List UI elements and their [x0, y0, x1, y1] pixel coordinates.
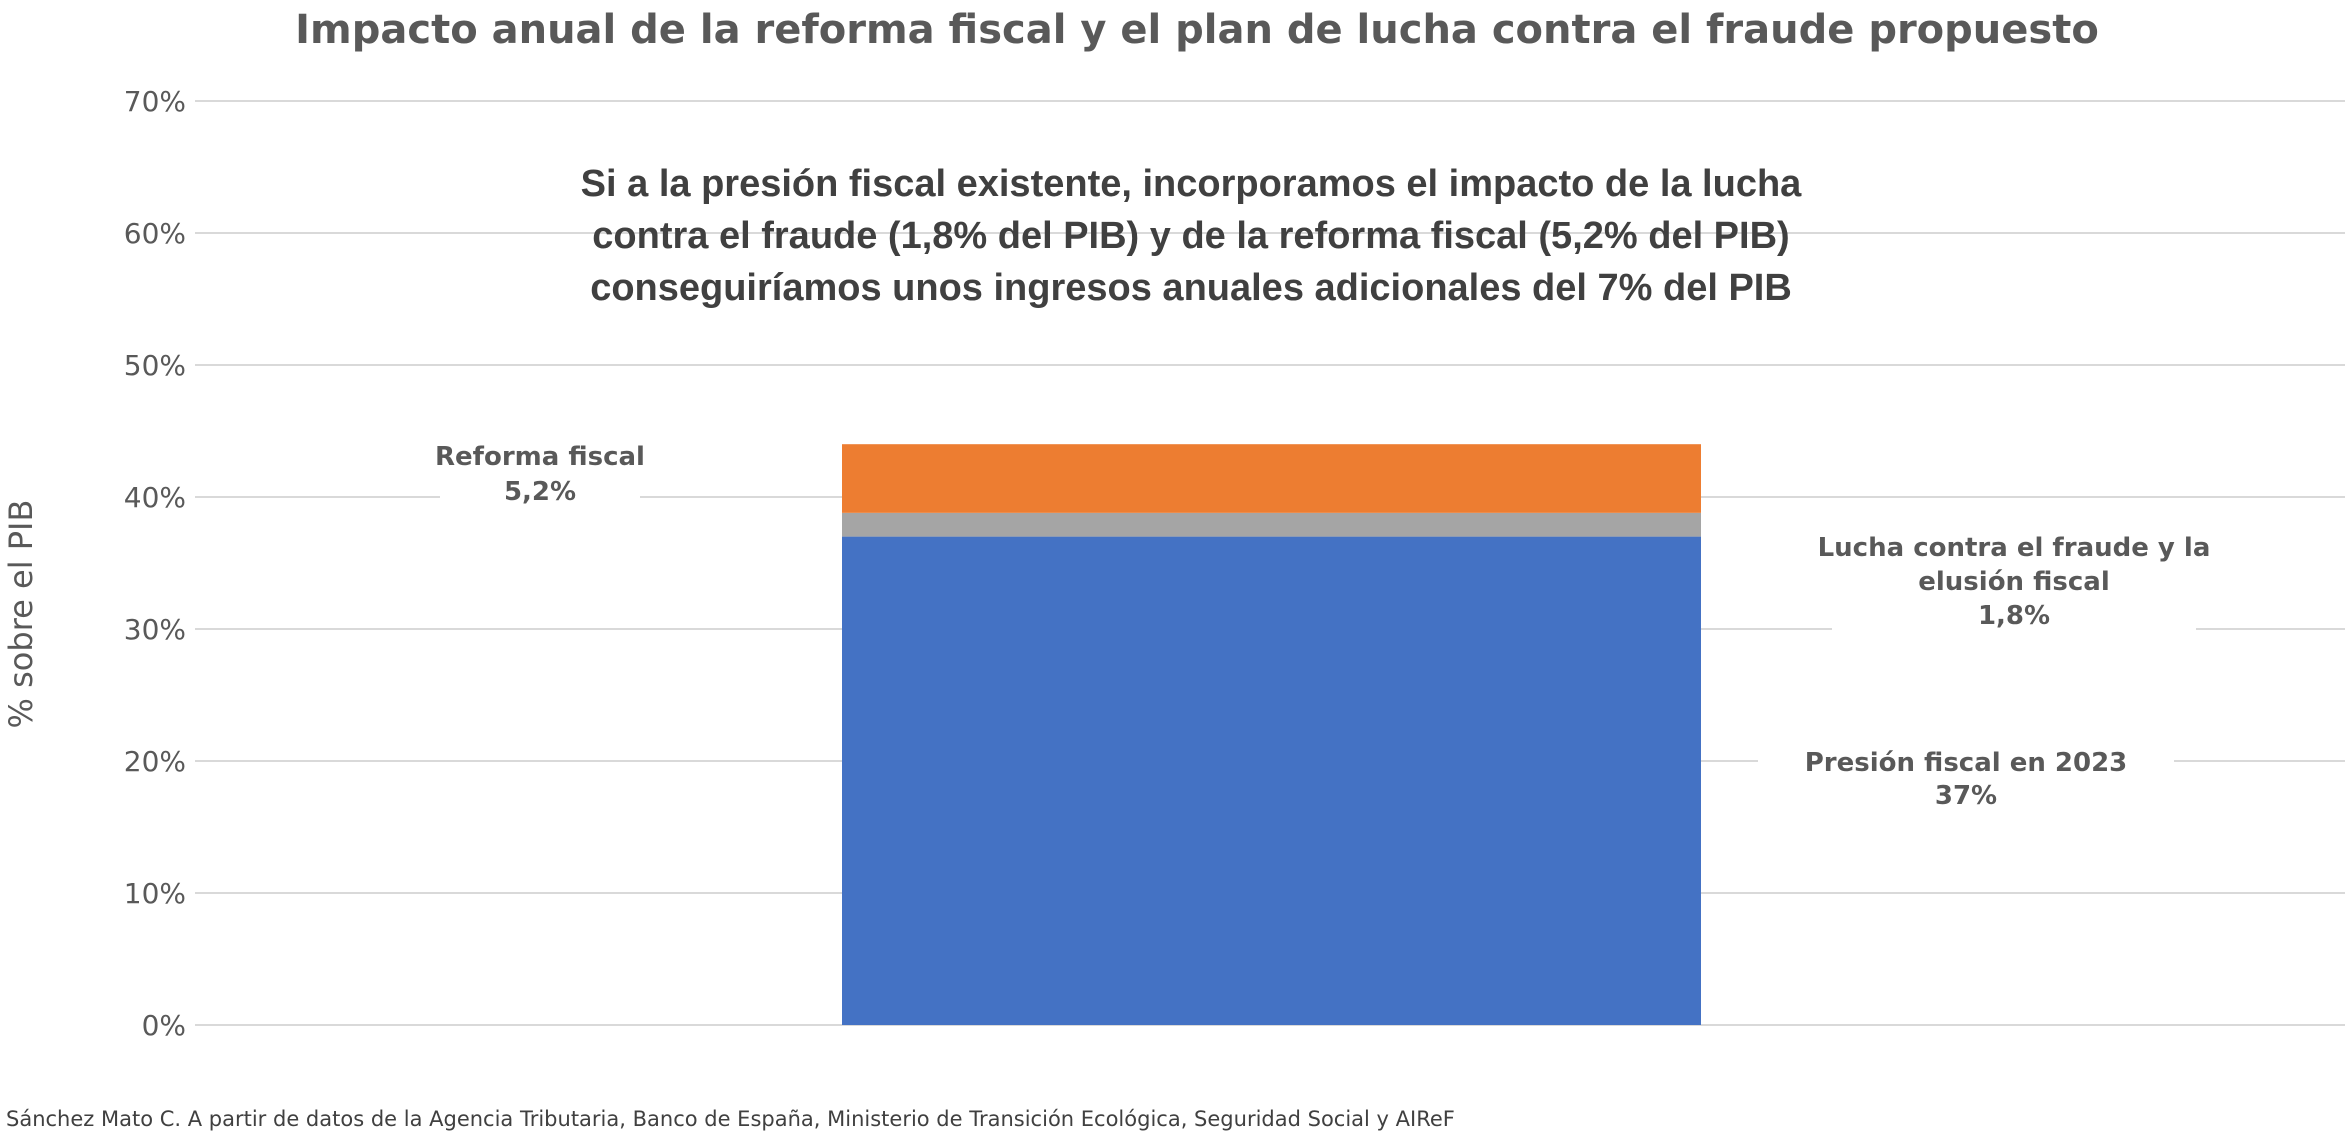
y-tick-label: 30%: [124, 613, 186, 646]
y-tick-label: 0%: [142, 1009, 186, 1042]
bar-segment: [842, 444, 1701, 513]
annotation-line: Si a la presión fiscal existente, incorp…: [581, 163, 1803, 205]
y-tick-label: 40%: [124, 481, 186, 514]
bar-segments: [842, 444, 1701, 1025]
source-note: Sánchez Mato C. A partir de datos de la …: [6, 1107, 1455, 1131]
data-label-line: elusión fiscal: [1918, 567, 2109, 597]
y-tick-label: 70%: [124, 85, 186, 118]
chart-annotation: Si a la presión fiscal existente, incorp…: [581, 163, 1803, 309]
annotation-line: contra el fraude (1,8% del PIB) y de la …: [592, 215, 1789, 257]
data-label-background: [440, 434, 640, 526]
y-axis-label: % sobre el PIB: [2, 500, 40, 729]
y-tick-label: 10%: [124, 877, 186, 910]
data-label: Presión fiscal en 2023 37%: [1805, 748, 2128, 811]
data-label-background: [1758, 742, 2174, 830]
data-labels: Presión fiscal en 2023 37% Lucha contra el…: [435, 434, 2210, 830]
y-axis-ticks: 0% 10% 20% 30% 40% 50% 60% 70%: [124, 85, 186, 1042]
bar-segment: [842, 536, 1701, 1025]
data-label-line: Lucha contra el fraude y la: [1818, 533, 2211, 563]
data-label: Lucha contra el fraude y la elusión fisca…: [1818, 533, 2211, 631]
chart-title: Impacto anual de la reforma fiscal y el …: [295, 7, 2099, 53]
data-label-line: 1,8%: [1978, 601, 2050, 631]
bar-segment: [842, 512, 1701, 537]
y-tick-label: 20%: [124, 745, 186, 778]
y-tick-label: 50%: [124, 349, 186, 382]
annotation-line: conseguiríamos unos ingresos anuales adi…: [590, 267, 1792, 309]
data-label: Reforma fiscal 5,2%: [435, 442, 645, 507]
data-label-line: Presión fiscal en 2023: [1805, 748, 2128, 778]
y-tick-label: 60%: [124, 217, 186, 250]
data-label-line: 37%: [1935, 781, 1997, 811]
data-label-line: 5,2%: [504, 477, 576, 507]
data-label-line: Reforma fiscal: [435, 442, 645, 472]
data-label-background: [1832, 526, 2196, 650]
